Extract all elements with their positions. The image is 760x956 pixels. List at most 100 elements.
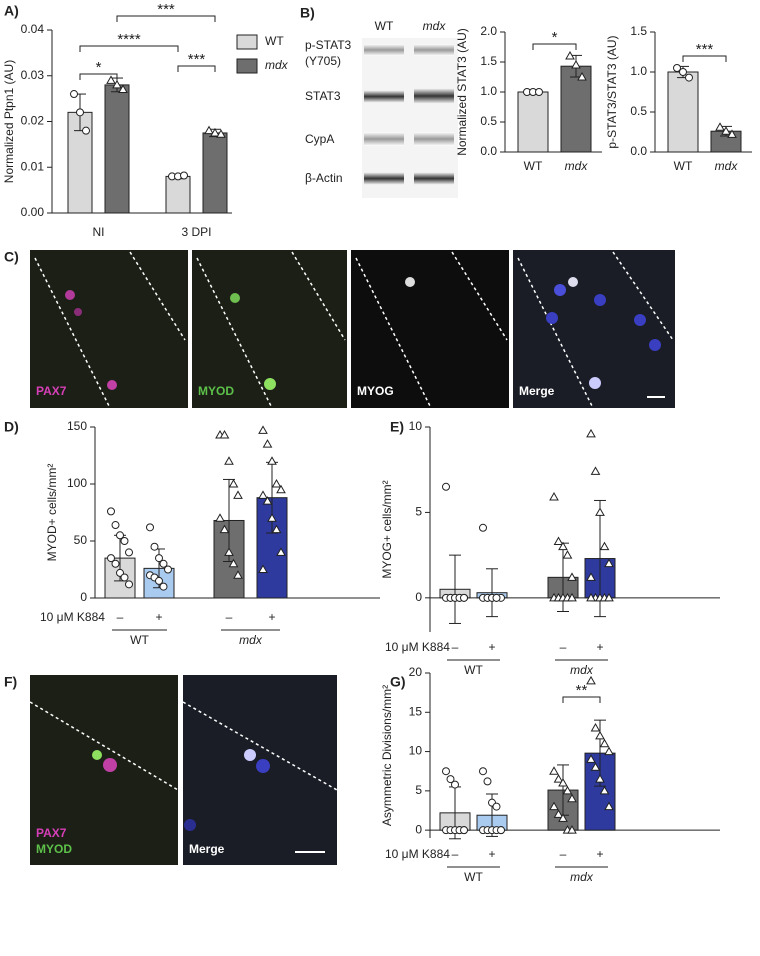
data-point [267, 513, 277, 522]
blot-row: (Y705) [305, 54, 341, 68]
x-tick-label: – [560, 847, 567, 861]
data-point [604, 801, 614, 811]
data-point [271, 478, 282, 488]
data-point [595, 730, 605, 740]
error-bar [449, 554, 461, 624]
fiber-borders [34, 251, 674, 409]
y-tick-label: 150 [67, 419, 87, 433]
image-label: MYOD [36, 842, 72, 856]
significance-bracket [79, 45, 179, 52]
band [414, 44, 454, 56]
data-point [70, 90, 78, 99]
data-point [460, 826, 468, 835]
data-point [558, 541, 568, 551]
data-point [107, 554, 115, 563]
x-tick-label: mdx [565, 159, 589, 173]
data-point [111, 559, 120, 568]
data-point [224, 547, 234, 556]
data-point [233, 490, 243, 499]
band [364, 44, 404, 56]
data-point [586, 572, 596, 581]
data-point [204, 125, 214, 135]
panel-label: E) [390, 419, 404, 435]
x-tick-label: – [452, 847, 459, 861]
bar [667, 71, 699, 153]
significance-label: *** [157, 1, 175, 18]
data-point [567, 592, 577, 602]
data-point [262, 439, 273, 448]
micrographs-f: PAX7 MYOD Merge [29, 675, 338, 865]
image-label: PAX7 [36, 384, 67, 398]
data-point [479, 767, 487, 776]
image-label: MYOG [357, 384, 394, 398]
data-point [553, 774, 564, 783]
data-point [599, 541, 610, 551]
data-point [233, 570, 243, 579]
row-label: 10 μM K884 [385, 640, 450, 654]
data-point [460, 593, 468, 602]
data-point [276, 484, 286, 494]
fiber-borders [29, 701, 338, 791]
data-point [586, 428, 596, 438]
blot-bg [362, 38, 458, 198]
y-tick-label: 15 [409, 704, 423, 718]
y-tick-label: 0 [80, 590, 87, 604]
data-point [673, 64, 681, 72]
image-label: Merge [189, 842, 225, 856]
significance-label: ** [576, 682, 588, 699]
data-point [483, 777, 492, 786]
data-point [586, 592, 596, 602]
chart: 0.0 0.5 1.0 1.5 2.0 Normalized STAT3 (AU) WT md… [455, 24, 602, 173]
data-point [446, 775, 455, 784]
data-point [565, 50, 575, 60]
y-tick-label: 50 [74, 533, 88, 547]
y-tick-label: 0.03 [21, 68, 45, 82]
image-label: PAX7 [36, 826, 67, 840]
y-tick-label: 0 [415, 590, 422, 604]
data-point [586, 754, 596, 763]
image-label: Merge [519, 384, 555, 398]
blot-column: WT [375, 19, 394, 33]
row-label: 10 μM K884 [385, 847, 450, 861]
y-tick-label: 0.5 [630, 104, 647, 118]
data-point [492, 593, 501, 602]
group-label: mdx [570, 870, 594, 884]
data-point [219, 429, 230, 439]
y-tick-label: 100 [67, 476, 87, 490]
data-point [271, 524, 282, 534]
data-point [721, 126, 731, 135]
panel-label: B) [300, 5, 315, 21]
x-tick-label: – [117, 610, 124, 624]
group-label: mdx [570, 663, 594, 677]
significance-bracket [177, 65, 216, 72]
data-point [106, 75, 116, 84]
data-point [590, 466, 601, 475]
data-point [492, 802, 501, 811]
data-point [267, 456, 277, 465]
y-tick-label: 0.0 [630, 144, 647, 158]
data-point [562, 785, 573, 795]
band [414, 132, 454, 146]
data-point [116, 531, 124, 540]
data-point [535, 88, 543, 96]
data-point [586, 675, 596, 685]
panel-label: D) [4, 419, 19, 435]
data-point [553, 536, 564, 545]
significance-bracket [532, 43, 577, 50]
data-point [224, 456, 234, 465]
blot-column: mdx [423, 19, 447, 33]
group-label: mdx [239, 633, 263, 647]
data-point [715, 122, 725, 131]
y-tick-label: 0.0 [480, 144, 497, 158]
data-point [595, 507, 605, 516]
band [364, 132, 404, 146]
data-point [210, 127, 220, 137]
legend-swatch [236, 58, 258, 74]
data-point [150, 542, 159, 551]
y-tick-label: 10 [409, 419, 423, 433]
data-point [497, 826, 505, 835]
data-point [604, 746, 614, 756]
significance-bracket [116, 15, 216, 22]
data-point [562, 550, 573, 559]
blot-row: β-Actin [305, 171, 343, 185]
